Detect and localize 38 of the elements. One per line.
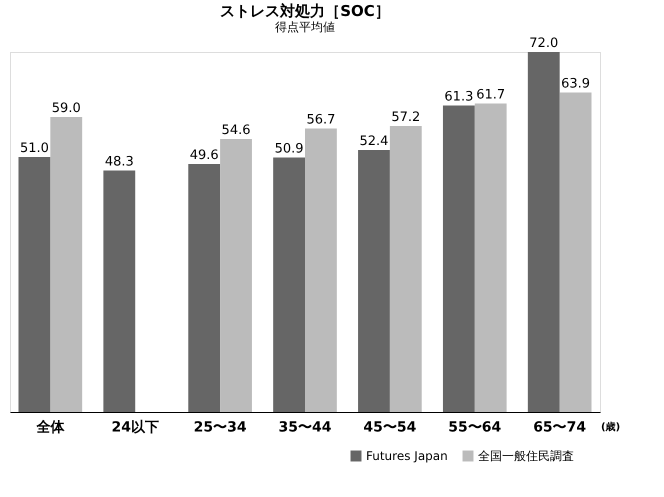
x-tick-label: 35〜44	[278, 420, 332, 436]
legend-label: 全国一般住民調査	[478, 449, 574, 463]
bar	[474, 104, 507, 412]
bar	[220, 139, 252, 412]
data-label: 61.3	[444, 90, 474, 104]
data-label: 52.4	[360, 134, 388, 149]
bar	[560, 92, 592, 412]
x-tick-label: 24以下	[111, 420, 159, 436]
bar	[103, 170, 136, 412]
data-label: 49.6	[190, 148, 219, 163]
bar	[188, 164, 220, 412]
data-label: 50.9	[274, 142, 304, 156]
bar	[528, 52, 560, 412]
x-tick-label: 65〜74	[533, 420, 586, 436]
chart-subtitle: 得点平均値	[275, 20, 335, 34]
data-label: 59.0	[52, 101, 81, 116]
bar	[305, 128, 337, 412]
bar	[390, 126, 422, 412]
data-label: 51.0	[20, 141, 49, 156]
text: (歳)	[601, 421, 620, 433]
data-label: 72.0	[529, 36, 558, 51]
x-tick-label: 全体	[35, 420, 66, 436]
chart-title: ストレス対処力［SOC］	[220, 2, 390, 20]
x-tick-label: 25〜34	[194, 420, 247, 436]
bar	[273, 158, 305, 412]
bar	[50, 117, 82, 412]
x-tick-label: 45〜54	[363, 420, 417, 436]
data-label: 48.3	[104, 154, 134, 170]
x-tick-label: 55〜64	[448, 420, 502, 436]
data-label: 56.7	[306, 112, 336, 128]
data-label: 57.2	[391, 110, 420, 125]
bar	[442, 106, 475, 412]
legend-label: Futures Japan	[366, 449, 448, 463]
data-label: 63.9	[561, 76, 590, 92]
data-label: 61.7	[476, 88, 506, 102]
bar	[18, 157, 50, 412]
bar	[358, 150, 390, 412]
data-label: 54.6	[222, 123, 250, 138]
